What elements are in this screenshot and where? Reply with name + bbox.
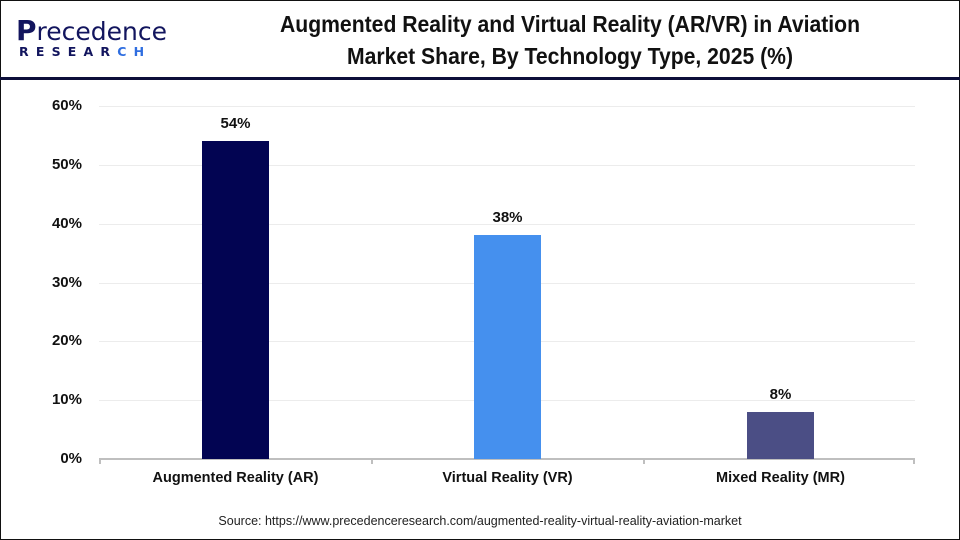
gridline xyxy=(99,165,915,166)
y-tick-label: 10% xyxy=(51,391,82,408)
logo-subtitle-accent: CH xyxy=(117,44,152,59)
chart-title: Augmented Reality and Virtual Reality (A… xyxy=(220,8,919,72)
data-label: 38% xyxy=(492,209,523,227)
x-category-label: Augmented Reality (AR) xyxy=(152,470,319,486)
x-axis-tick xyxy=(913,459,915,464)
x-category-label: Mixed Reality (MR) xyxy=(716,470,845,486)
y-tick-label: 40% xyxy=(51,215,82,232)
header: Precedence RESEARCH Augmented Reality an… xyxy=(0,0,960,80)
title-line-2: Market Share, By Technology Type, 2025 (… xyxy=(346,43,794,69)
logo-wordmark: recedence xyxy=(36,17,167,46)
x-axis-tick xyxy=(643,459,645,464)
y-tick-label: 0% xyxy=(60,450,82,467)
gridline xyxy=(99,224,915,225)
data-label: 54% xyxy=(220,115,251,133)
y-tick-label: 60% xyxy=(51,97,82,114)
source-note: Source: https://www.precedenceresearch.c… xyxy=(218,514,742,528)
logo-subtitle: RESEARCH xyxy=(19,45,167,59)
y-tick-label: 20% xyxy=(51,332,82,349)
logo-p-glyph: P xyxy=(16,14,37,47)
x-axis-line xyxy=(99,458,915,460)
bar-vr xyxy=(474,235,541,459)
x-axis-tick xyxy=(99,459,101,464)
x-category-label: Virtual Reality (VR) xyxy=(442,470,573,486)
title-line-1: Augmented Reality and Virtual Reality (A… xyxy=(279,11,861,37)
bar-ar xyxy=(202,141,269,459)
precedence-research-logo: Precedence RESEARCH xyxy=(16,17,167,59)
bar-mr xyxy=(747,411,814,459)
y-tick-label: 30% xyxy=(51,274,82,291)
data-label: 8% xyxy=(769,385,792,403)
y-tick-label: 50% xyxy=(51,156,82,173)
gridline xyxy=(99,106,915,107)
x-axis-tick xyxy=(371,459,373,464)
logo-subtitle-main: RESEAR xyxy=(19,44,118,59)
